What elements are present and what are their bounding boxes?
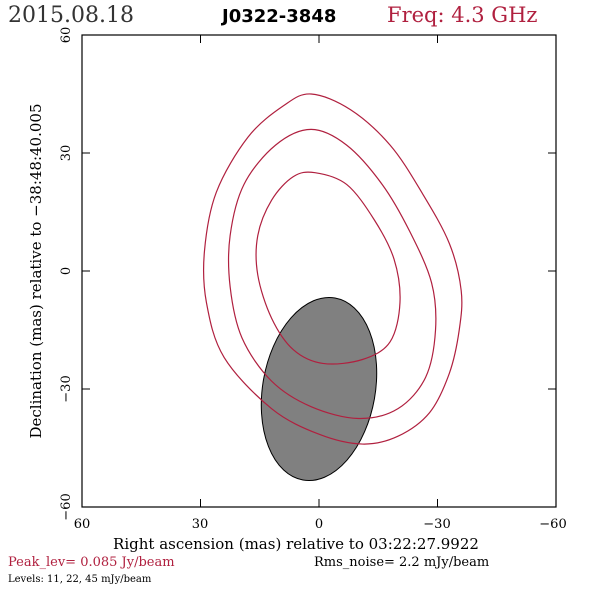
x-tick-label: 0 [315,517,323,532]
y-tick-label: 0 [59,267,74,275]
x-tick-label: 30 [192,517,209,532]
x-tick-label: −60 [539,517,566,532]
observation-date: 2015.08.18 [8,3,134,28]
contour-line [202,93,463,445]
contour-line [255,171,401,365]
source-name: J0322-3848 [220,6,336,27]
beam-ellipse [260,296,378,482]
y-axis-title: Declination (mas) relative to −38:48:40.… [27,103,45,438]
x-tick-label: 60 [74,517,91,532]
x-axis-title: Right ascension (mas) relative to 03:22:… [113,535,479,553]
y-tick-label: −60 [59,493,74,520]
y-tick-label: 60 [59,27,74,44]
tick-layer [81,34,557,508]
y-tick-label: 30 [59,145,74,162]
x-tick-label: −30 [423,517,450,532]
peak-level: Peak_lev= 0.085 Jy/beam [8,555,175,570]
frequency-label: Freq: 4.3 GHz [387,3,537,27]
contour-levels: Levels: 11, 22, 45 mJy/beam [8,574,152,585]
rms-noise: Rms_noise= 2.2 mJy/beam [314,555,489,570]
contour-layer [202,93,463,445]
contour-line [227,128,437,420]
beam-layer [260,296,378,482]
y-tick-label: −30 [59,375,74,402]
